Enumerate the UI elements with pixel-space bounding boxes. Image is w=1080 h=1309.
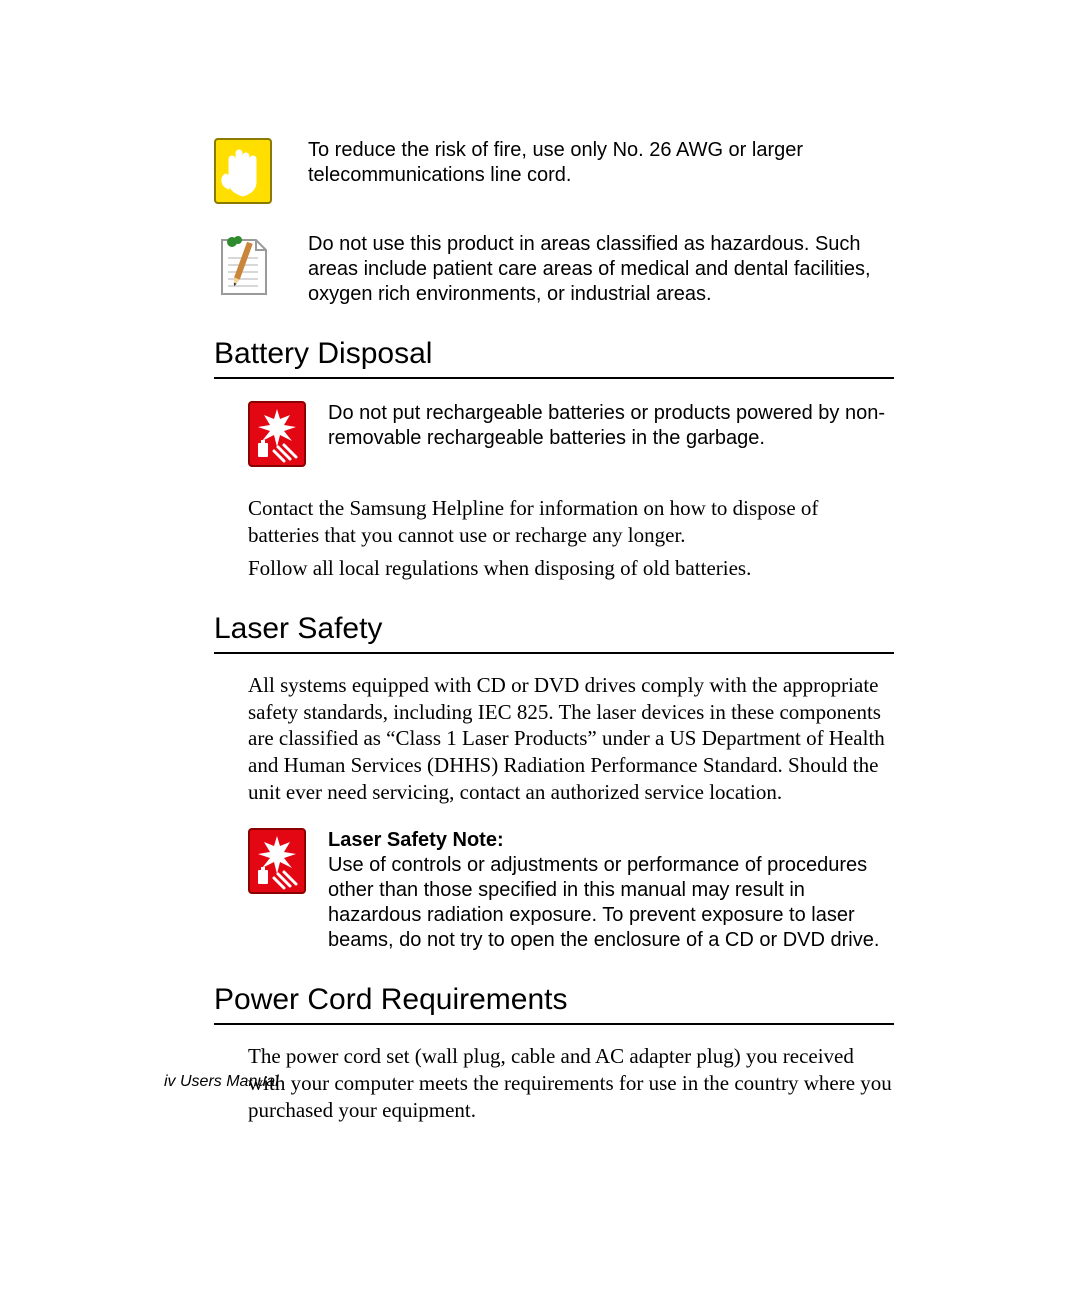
icon-column <box>248 401 328 467</box>
content-area: To reduce the risk of fire, use only No.… <box>214 138 894 1124</box>
warning-text-hazardous: Do not use this product in areas classif… <box>308 232 894 307</box>
laser-note-title: Laser Safety Note: <box>328 829 504 851</box>
warning-row-hazardous: Do not use this product in areas classif… <box>214 232 894 307</box>
note-pencil-icon <box>214 232 272 298</box>
page-footer: iv Users Manual <box>164 1073 279 1091</box>
laser-note-row: Laser Safety Note: Use of controls or ad… <box>248 828 894 953</box>
heading-power-cord: Power Cord Requirements <box>214 983 894 1025</box>
danger-explosion-icon <box>248 401 306 467</box>
warning-text-fire: To reduce the risk of fire, use only No.… <box>308 138 894 188</box>
icon-column <box>248 828 328 894</box>
power-paragraph-1: The power cord set (wall plug, cable and… <box>248 1043 894 1124</box>
warning-row-fire: To reduce the risk of fire, use only No.… <box>214 138 894 204</box>
heading-laser-safety: Laser Safety <box>214 612 894 654</box>
icon-column <box>214 232 308 298</box>
battery-warning-row: Do not put rechargeable batteries or pro… <box>248 401 894 467</box>
laser-paragraph-1: All systems equipped with CD or DVD driv… <box>248 672 894 806</box>
page: To reduce the risk of fire, use only No.… <box>0 0 1080 1309</box>
laser-note-text: Laser Safety Note: Use of controls or ad… <box>328 828 894 953</box>
battery-paragraph-2: Follow all local regulations when dispos… <box>248 555 894 582</box>
caution-hand-icon <box>214 138 272 204</box>
battery-paragraph-1: Contact the Samsung Helpline for informa… <box>248 495 894 549</box>
battery-warning-text: Do not put rechargeable batteries or pro… <box>328 401 894 451</box>
icon-column <box>214 138 308 204</box>
danger-explosion-icon <box>248 828 306 894</box>
laser-note-body: Use of controls or adjustments or perfor… <box>328 854 879 951</box>
heading-battery-disposal: Battery Disposal <box>214 337 894 379</box>
